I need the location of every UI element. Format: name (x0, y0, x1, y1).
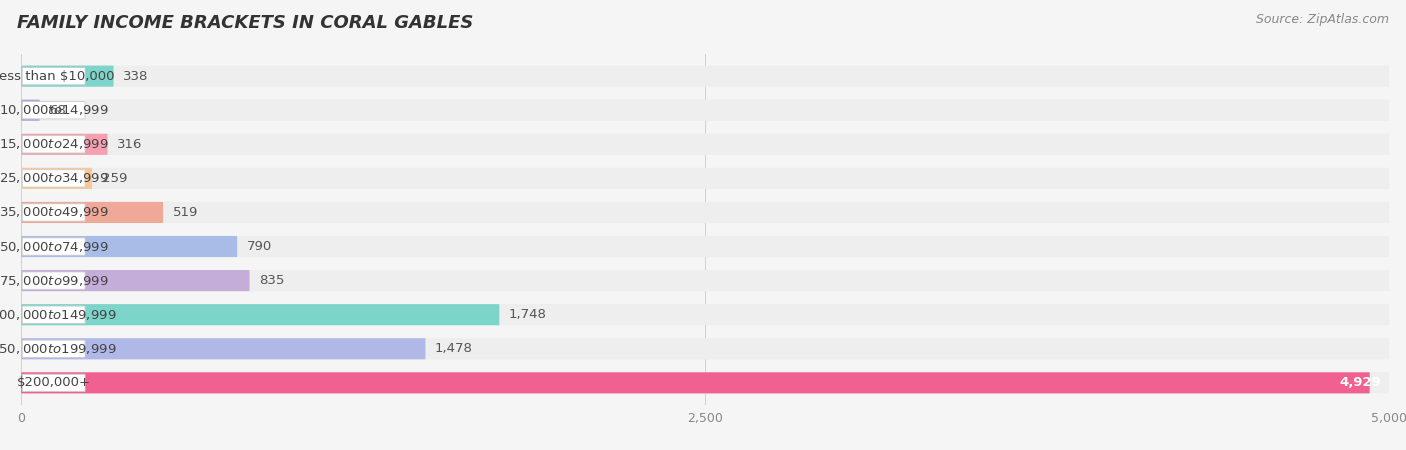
Text: Source: ZipAtlas.com: Source: ZipAtlas.com (1256, 14, 1389, 27)
FancyBboxPatch shape (22, 272, 86, 289)
FancyBboxPatch shape (21, 66, 1389, 87)
FancyBboxPatch shape (21, 372, 1389, 393)
FancyBboxPatch shape (22, 204, 86, 221)
FancyBboxPatch shape (21, 236, 238, 257)
FancyBboxPatch shape (21, 168, 91, 189)
FancyBboxPatch shape (22, 170, 86, 187)
FancyBboxPatch shape (21, 338, 426, 360)
FancyBboxPatch shape (21, 134, 107, 155)
Text: $25,000 to $34,999: $25,000 to $34,999 (0, 171, 108, 185)
Text: 338: 338 (124, 70, 149, 83)
Text: $150,000 to $199,999: $150,000 to $199,999 (0, 342, 117, 356)
FancyBboxPatch shape (21, 66, 114, 87)
Text: 1,478: 1,478 (434, 342, 472, 355)
Text: 519: 519 (173, 206, 198, 219)
FancyBboxPatch shape (21, 304, 1389, 325)
Text: $75,000 to $99,999: $75,000 to $99,999 (0, 274, 108, 288)
FancyBboxPatch shape (22, 68, 86, 85)
FancyBboxPatch shape (21, 134, 1389, 155)
FancyBboxPatch shape (21, 99, 39, 121)
FancyBboxPatch shape (22, 238, 86, 255)
Text: $35,000 to $49,999: $35,000 to $49,999 (0, 206, 108, 220)
Text: 316: 316 (117, 138, 142, 151)
FancyBboxPatch shape (22, 102, 86, 119)
Text: 790: 790 (247, 240, 273, 253)
FancyBboxPatch shape (22, 374, 86, 392)
Text: FAMILY INCOME BRACKETS IN CORAL GABLES: FAMILY INCOME BRACKETS IN CORAL GABLES (17, 14, 474, 32)
FancyBboxPatch shape (21, 168, 1389, 189)
FancyBboxPatch shape (21, 270, 1389, 291)
FancyBboxPatch shape (21, 202, 163, 223)
Text: 1,748: 1,748 (509, 308, 547, 321)
Text: $15,000 to $24,999: $15,000 to $24,999 (0, 137, 108, 151)
Text: $10,000 to $14,999: $10,000 to $14,999 (0, 103, 108, 117)
FancyBboxPatch shape (21, 338, 1389, 360)
Text: $200,000+: $200,000+ (17, 376, 90, 389)
FancyBboxPatch shape (22, 306, 86, 324)
Text: $50,000 to $74,999: $50,000 to $74,999 (0, 239, 108, 253)
FancyBboxPatch shape (21, 372, 1369, 393)
Text: 68: 68 (49, 104, 66, 117)
FancyBboxPatch shape (21, 202, 1389, 223)
FancyBboxPatch shape (22, 135, 86, 153)
FancyBboxPatch shape (21, 236, 1389, 257)
Text: 4,929: 4,929 (1339, 376, 1381, 389)
FancyBboxPatch shape (21, 99, 1389, 121)
Text: 259: 259 (101, 172, 127, 185)
FancyBboxPatch shape (21, 270, 249, 291)
Text: 835: 835 (259, 274, 284, 287)
FancyBboxPatch shape (22, 340, 86, 357)
Text: $100,000 to $149,999: $100,000 to $149,999 (0, 308, 117, 322)
Text: Less than $10,000: Less than $10,000 (0, 70, 115, 83)
FancyBboxPatch shape (21, 304, 499, 325)
